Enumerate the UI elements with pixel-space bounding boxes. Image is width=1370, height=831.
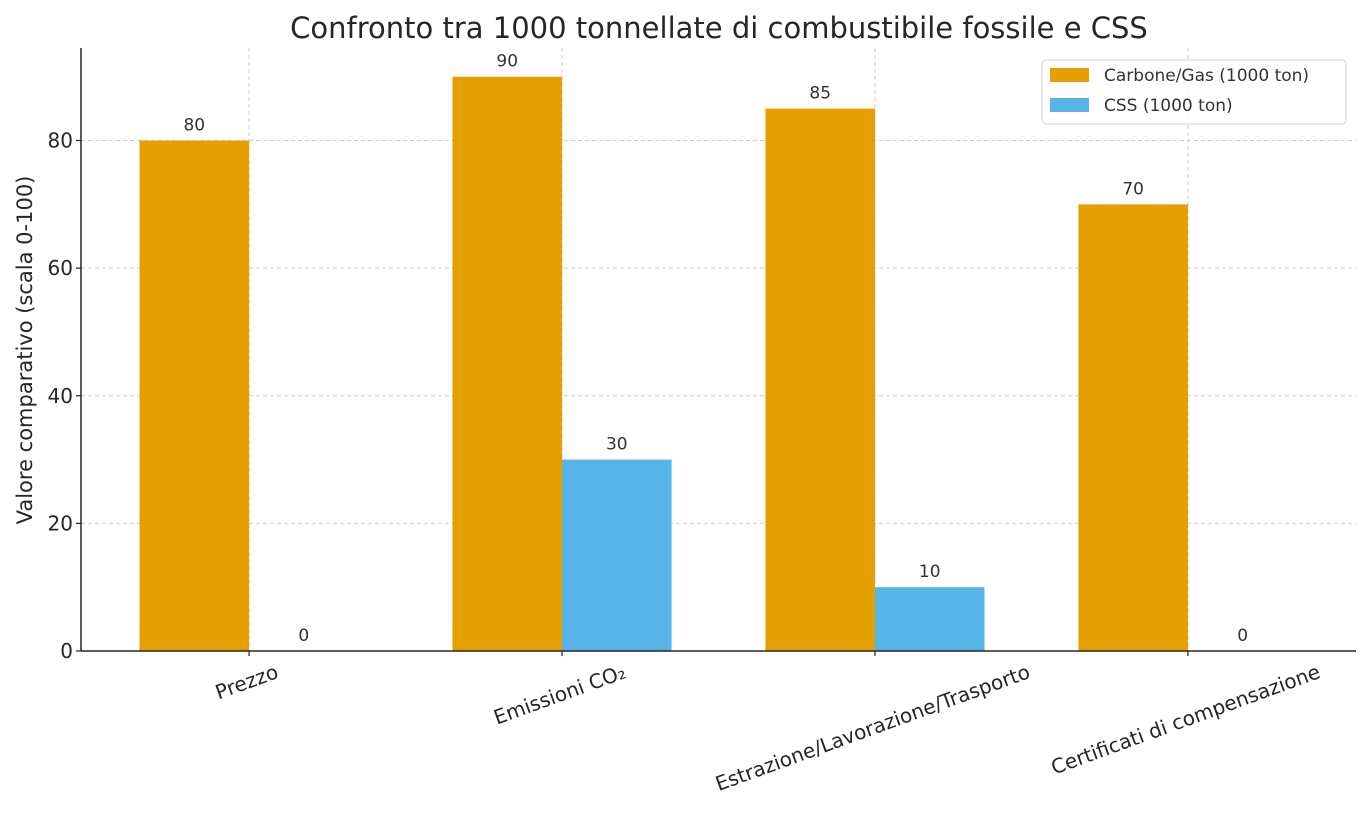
data-label: 0 xyxy=(298,626,309,646)
data-label: 85 xyxy=(809,84,831,104)
bar-css xyxy=(562,459,672,651)
legend: Carbone/Gas (1000 ton) CSS (1000 ton) xyxy=(1041,59,1347,125)
legend-label: CSS (1000 ton) xyxy=(1104,96,1233,116)
data-label: 30 xyxy=(606,435,628,455)
x-tick-label: Certificati di compensazione xyxy=(1048,659,1324,779)
data-label: 70 xyxy=(1122,179,1144,199)
chart-title: Confronto tra 1000 tonnellate di combust… xyxy=(290,11,1148,45)
y-axis-label: Valore comparativo (scala 0-100) xyxy=(13,176,37,525)
legend-box xyxy=(1041,59,1347,125)
x-tick-label: Prezzo xyxy=(212,659,281,704)
x-tick-label: Estrazione/Lavorazione/Trasporto xyxy=(712,659,1033,795)
data-label: 90 xyxy=(496,52,518,72)
bar-carbone-gas xyxy=(1078,204,1188,652)
y-tick-label: 20 xyxy=(48,511,73,535)
data-label: 10 xyxy=(919,562,941,582)
data-label: 0 xyxy=(1237,626,1248,646)
y-tick-label: 0 xyxy=(60,639,73,663)
bar-carbone-gas xyxy=(452,76,563,651)
legend-swatch xyxy=(1050,68,1089,82)
legend-label: Carbone/Gas (1000 ton) xyxy=(1104,66,1309,86)
legend-swatch xyxy=(1050,98,1089,112)
bar-carbone-gas xyxy=(765,108,875,652)
y-tick-label: 80 xyxy=(48,129,73,153)
data-labels: 80 90 85 70 0 30 10 0 xyxy=(183,52,1248,646)
y-tick-label: 60 xyxy=(48,256,73,280)
bars xyxy=(139,76,1188,652)
bar-carbone-gas xyxy=(139,140,250,651)
bar-css xyxy=(874,587,985,651)
data-label: 80 xyxy=(183,116,205,136)
y-tick-label: 40 xyxy=(48,384,73,408)
x-tick-label: Emissioni CO₂ xyxy=(490,659,628,729)
